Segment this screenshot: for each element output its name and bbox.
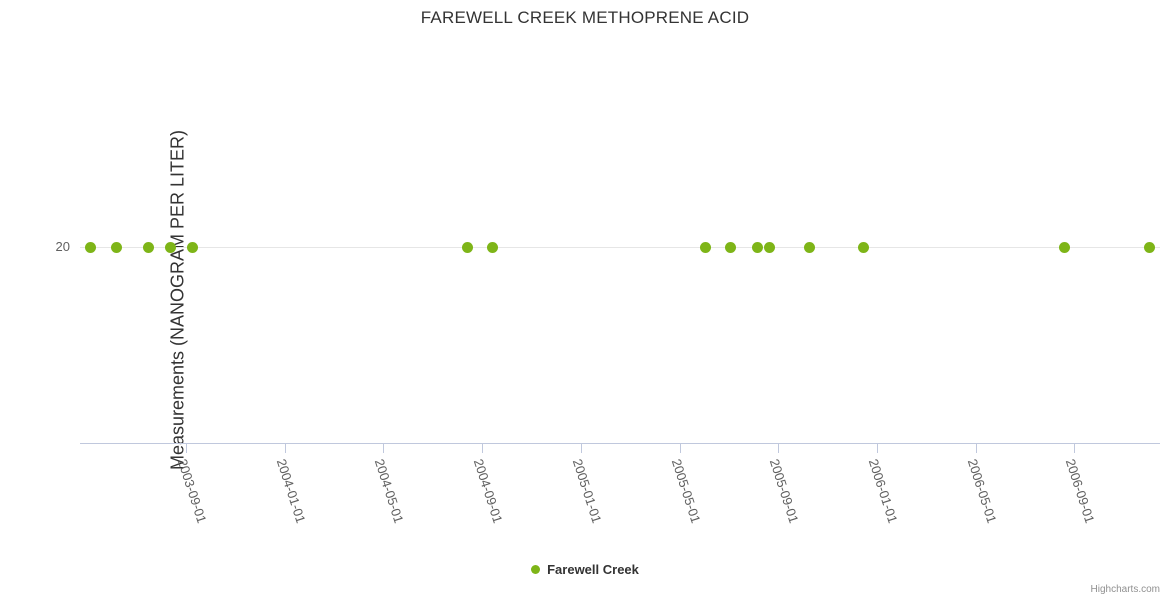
x-axis-tick xyxy=(778,443,780,453)
x-axis-tick-label: 2006-01-01 xyxy=(865,457,901,525)
data-point[interactable] xyxy=(111,242,121,252)
chart-legend: Farewell Creek xyxy=(0,562,1170,577)
x-axis-tick xyxy=(1074,443,1076,453)
chart-title: FAREWELL CREEK METHOPRENE ACID xyxy=(420,8,750,27)
credits-label[interactable]: Highcharts.com xyxy=(1090,584,1160,595)
x-axis-tick-label: 2006-05-01 xyxy=(964,457,1000,525)
y-gridline-20 xyxy=(80,247,1160,248)
x-axis-tick xyxy=(186,443,187,453)
x-axis-tick xyxy=(975,443,977,453)
x-axis-tick xyxy=(482,443,484,453)
x-axis-tick-label: 2003-09-01 xyxy=(174,457,210,525)
x-axis-tick-label: 2005-01-01 xyxy=(569,457,605,525)
data-point[interactable] xyxy=(1144,242,1154,252)
data-point[interactable] xyxy=(462,242,472,252)
data-point[interactable] xyxy=(858,242,868,252)
data-point[interactable] xyxy=(165,242,175,252)
data-point[interactable] xyxy=(487,242,497,252)
x-axis-tick xyxy=(679,443,681,453)
plot-area xyxy=(80,44,1160,443)
x-axis-tick-label: 2006-09-01 xyxy=(1063,457,1098,525)
data-point[interactable] xyxy=(700,242,710,252)
data-point[interactable] xyxy=(187,242,197,252)
y-axis-tick-label: 20 xyxy=(55,239,70,254)
x-axis-tick xyxy=(876,443,878,453)
data-point[interactable] xyxy=(725,242,735,252)
data-point[interactable] xyxy=(143,242,153,252)
legend-item-farewell-creek[interactable]: Farewell Creek xyxy=(547,562,639,577)
x-axis-tick-label: 2005-05-01 xyxy=(668,457,704,525)
x-axis-line xyxy=(80,443,1160,444)
x-axis-tick xyxy=(383,443,385,453)
x-axis-tick-label: 2004-01-01 xyxy=(273,457,309,525)
x-axis-tick xyxy=(284,443,286,453)
x-axis-tick-label: 2004-05-01 xyxy=(372,457,407,525)
data-point[interactable] xyxy=(764,242,774,252)
data-point[interactable] xyxy=(804,242,814,252)
data-point[interactable] xyxy=(1059,242,1069,252)
x-axis-tick xyxy=(580,443,582,453)
legend-marker-icon xyxy=(531,565,541,574)
x-axis-tick-label: 2004-09-01 xyxy=(470,457,506,525)
data-point[interactable] xyxy=(752,242,762,252)
x-axis-tick-label: 2005-09-01 xyxy=(766,457,802,525)
data-point[interactable] xyxy=(85,242,95,252)
